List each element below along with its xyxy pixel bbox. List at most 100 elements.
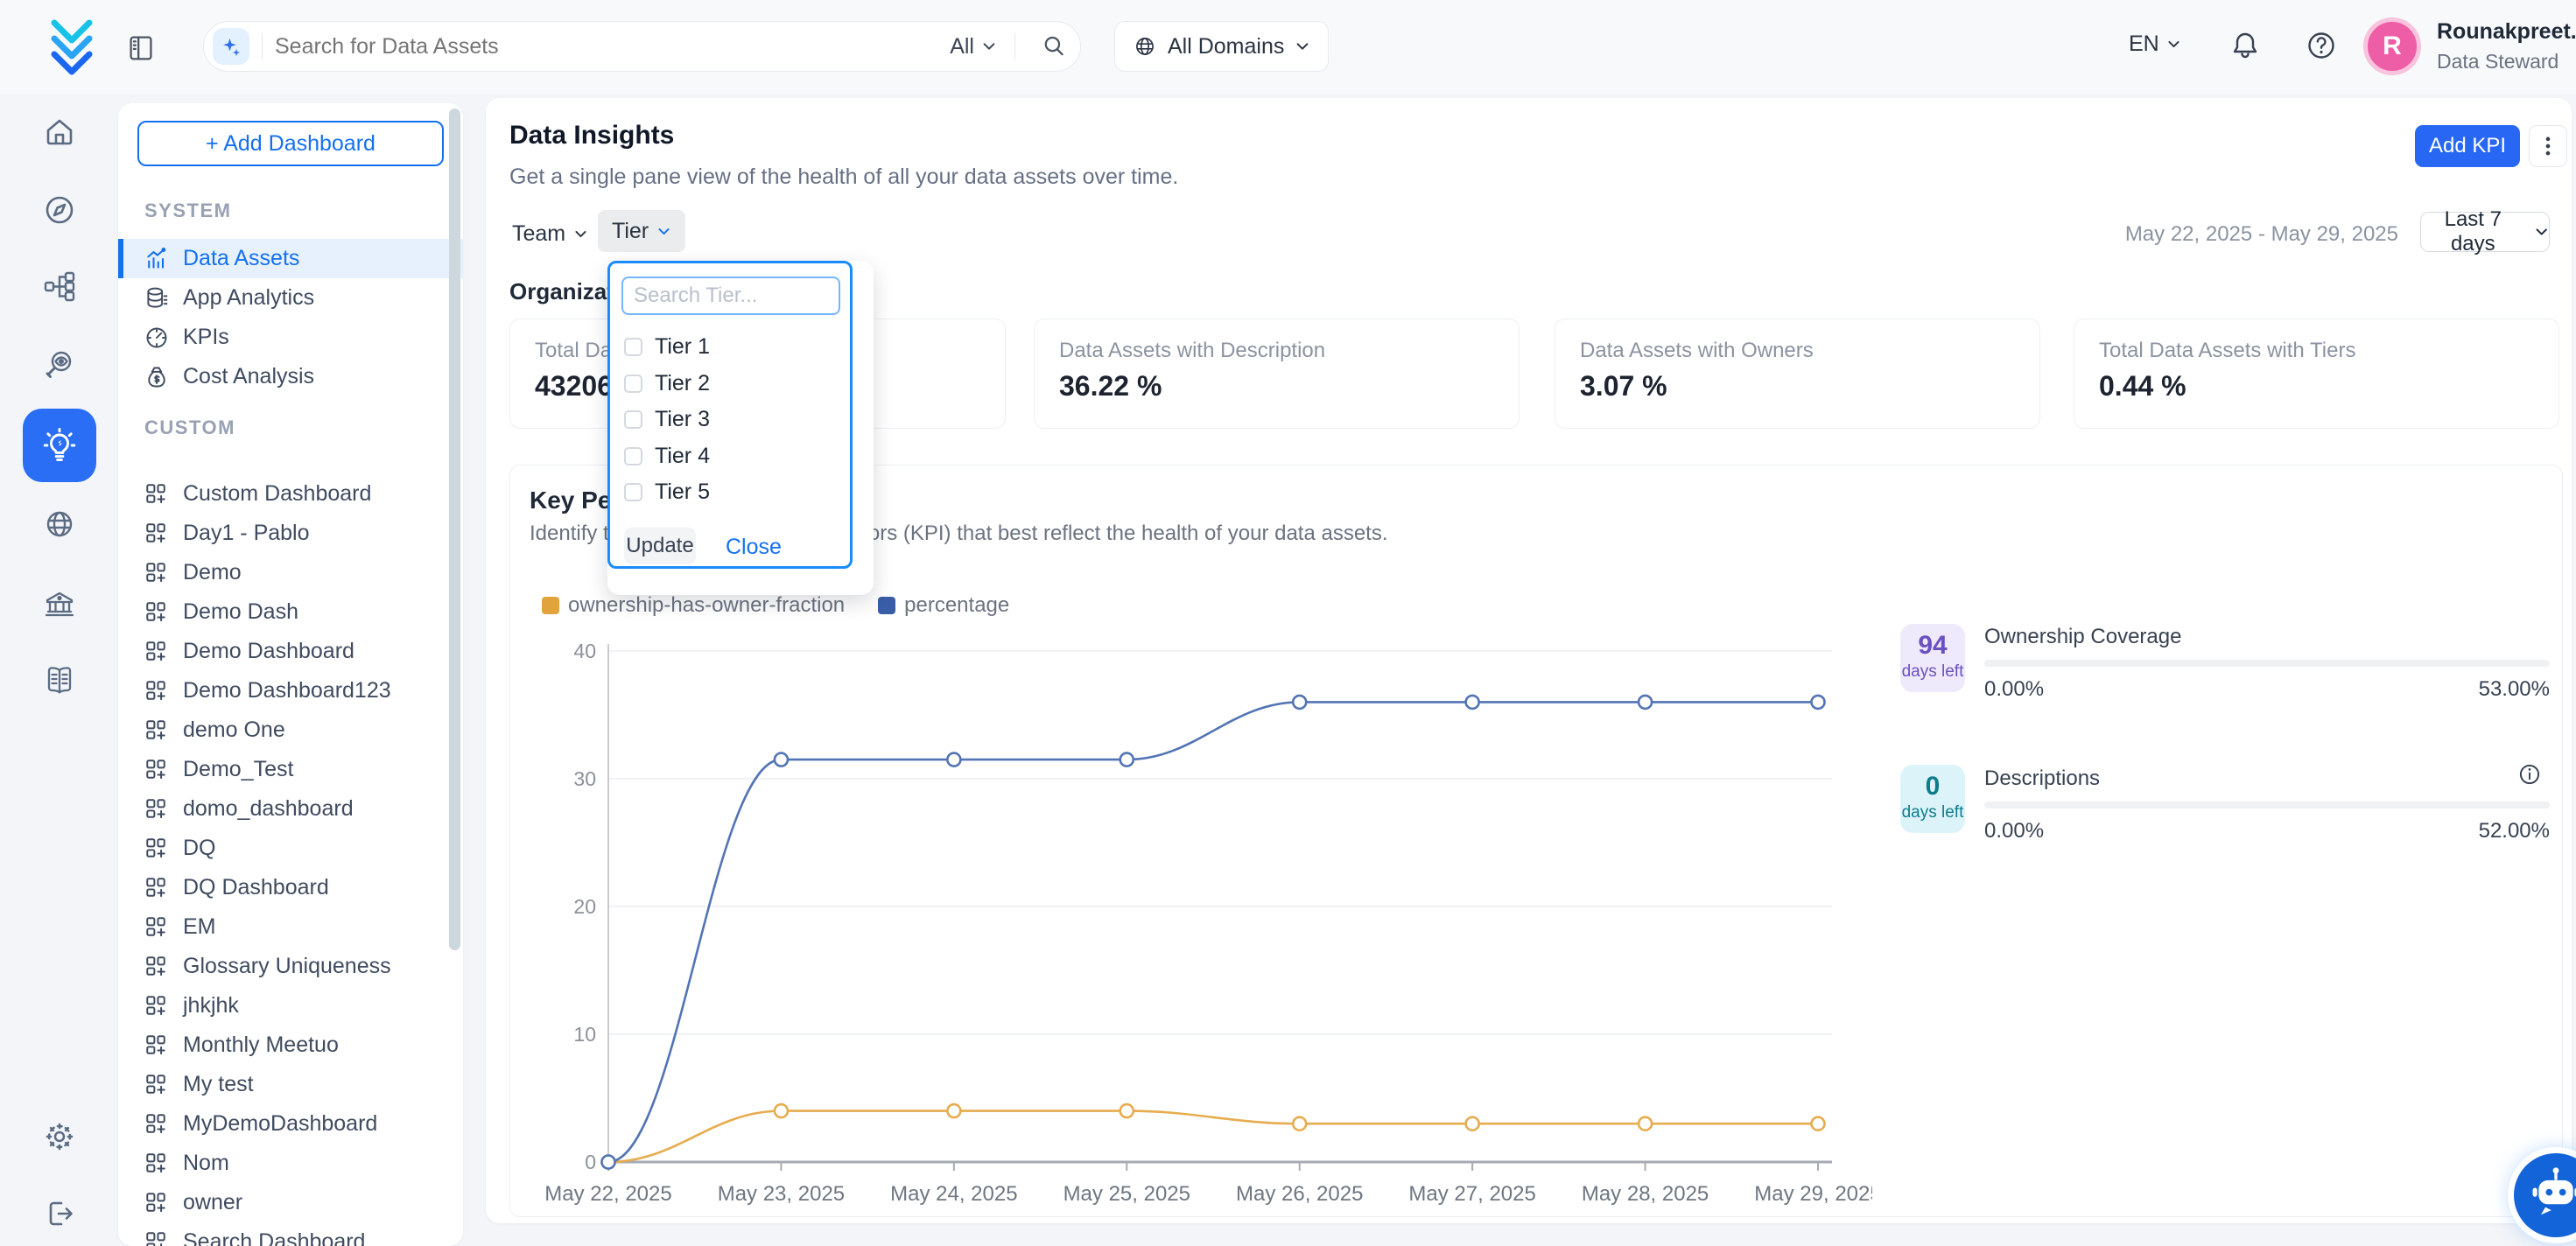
govern-bank-icon[interactable] [42,587,77,622]
add-kpi-button[interactable]: Add KPI [2415,125,2520,167]
svg-text:20: 20 [573,895,596,918]
checkbox[interactable] [624,337,642,356]
sidebar-item-em[interactable]: EM [118,907,463,947]
tier-option-2[interactable]: Tier 2 [624,368,710,398]
explore-compass-icon[interactable] [42,192,77,228]
tier-update-button[interactable]: Update [624,528,696,564]
legend-item-ownership[interactable]: ownership-has-owner-fraction [542,593,845,618]
lineage-icon[interactable] [42,270,77,304]
sidebar-item-label: Demo Dashboard [183,639,354,663]
sidebar-item-custom-dashboard[interactable]: Custom Dashboard [118,474,463,514]
sidebar-item-my-test[interactable]: My test [118,1065,463,1104]
app-logo-icon[interactable] [39,14,105,80]
notifications-bell-icon[interactable] [2228,28,2266,66]
sidebar-item-demo[interactable]: Demo [118,553,463,592]
user-meta[interactable]: Rounakpreet.d Data Steward [2437,19,2576,74]
sidebar-item-nom[interactable]: Nom [118,1144,463,1183]
sidebar-item-jhkjhk[interactable]: jhkjhk [118,986,463,1026]
glossary-book-icon[interactable] [42,662,77,697]
all-domains-dropdown[interactable]: All Domains [1114,21,1330,72]
tier-close-link[interactable]: Close [726,535,782,559]
tier-search-input[interactable] [621,276,840,315]
sidebar-item-label: Demo_Test [183,757,294,781]
sidebar-item-domo-dashboard[interactable]: domo_dashboard [118,789,463,829]
ai-sparkle-icon[interactable] [213,28,249,65]
progress-start-ownership: 0.00% [1984,677,2045,701]
sidebar-item-demo-dash[interactable]: Demo Dash [118,592,463,632]
search-scope-dropdown[interactable]: All [944,34,1002,60]
more-options-button[interactable] [2529,125,2567,167]
money-bag-icon [144,365,169,389]
sidebar-item-day1-pablo[interactable]: Day1 - Pablo [118,514,463,553]
sidebar-scrollbar-thumb[interactable] [449,108,460,950]
checkbox[interactable] [624,410,642,429]
logout-icon[interactable] [42,1196,77,1231]
sidebar-item-data-assets[interactable]: Data Assets [118,239,463,278]
observability-icon[interactable] [42,347,77,382]
svg-text:May 25, 2025: May 25, 2025 [1063,1182,1190,1206]
sidebar-item-mydemodashboard[interactable]: MyDemoDashboard [118,1104,463,1144]
tier-option-5[interactable]: Tier 5 [624,477,710,507]
days-left-value: 0 [1925,772,1941,801]
chat-assistant-button[interactable] [2514,1153,2576,1237]
search-input[interactable] [275,33,945,60]
tier-option-4[interactable]: Tier 4 [624,441,710,471]
settings-gear-icon[interactable] [42,1119,77,1154]
data-insights-panel: Data Insights Get a single pane view of … [486,98,2572,1223]
add-dashboard-button[interactable]: + Add Dashboard [137,121,444,166]
sidebar-item-dq-dashboard[interactable]: DQ Dashboard [118,868,463,907]
days-left-badge-ownership: 94 days left [1900,624,1965,692]
legend-item-percentage[interactable]: percentage [878,593,1009,618]
sidebar-item-label: DQ Dashboard [183,875,329,900]
sidebar-item-search-dashboard[interactable]: Search Dashboard [118,1222,463,1246]
sidebar-item-label: App Analytics [183,285,315,310]
top-bar: All All Domains EN R Rounakpreet.d Data … [0,0,2576,94]
help-icon[interactable] [2304,28,2342,66]
database-icon [144,286,169,311]
chevron-down-icon [1295,38,1310,54]
sidebar-item-label: owner [183,1190,243,1214]
tier-filter-dropdown[interactable]: Tier [598,210,686,252]
info-icon[interactable] [2516,761,2543,788]
sidebar-item-demo-dashboard123[interactable]: Demo Dashboard123 [118,671,463,710]
checkbox[interactable] [624,374,642,393]
dashboard-icon [144,836,169,861]
kpi-card-tiers: Total Data Assets with Tiers 0.44 % [2074,318,2559,429]
dashboard-icon [144,994,169,1018]
days-left-badge-descriptions: 0 days left [1900,765,1965,833]
search-icon[interactable] [1028,32,1080,60]
kpi-card-owners: Data Assets with Owners 3.07 % [1555,318,2040,429]
sidebar-item-demo-one[interactable]: demo One [118,710,463,750]
dashboard-icon [144,1230,169,1246]
globe-icon [1133,34,1157,59]
sidebar-item-label: MyDemoDashboard [183,1111,378,1136]
sidebar-item-label: domo_dashboard [183,796,354,821]
sidebar-item-label: Nom [183,1151,229,1175]
sidebar-item-monthly-meetuo[interactable]: Monthly Meetuo [118,1026,463,1065]
domains-globe-icon[interactable] [42,507,77,542]
sidebar-item-demo-dashboard[interactable]: Demo Dashboard [118,632,463,671]
sidebar-item-app-analytics[interactable]: App Analytics [118,278,463,318]
sidebar-item-owner[interactable]: owner [118,1183,463,1222]
home-icon[interactable] [42,114,77,149]
tier-option-3[interactable]: Tier 3 [624,404,710,434]
progress-start-descriptions: 0.00% [1984,819,2045,843]
sidebar-item-dq[interactable]: DQ [118,829,463,868]
checkbox[interactable] [624,482,642,501]
team-filter-dropdown[interactable]: Team [512,215,588,252]
sidebar-toggle-icon[interactable] [124,32,158,65]
language-dropdown[interactable]: EN [2129,32,2181,57]
user-avatar[interactable]: R [2363,18,2421,75]
sidebar-item-demo-test[interactable]: Demo_Test [118,750,463,789]
time-range-button[interactable]: Last 7 days [2420,207,2550,256]
svg-text:May 27, 2025: May 27, 2025 [1408,1182,1535,1206]
checkbox[interactable] [624,446,642,466]
tier-option-1[interactable]: Tier 1 [624,332,710,361]
sidebar-item-kpis[interactable]: KPIs [118,318,463,357]
bar-chart-icon [144,247,169,271]
sidebar-item-cost-analysis[interactable]: Cost Analysis [118,357,463,396]
sidebar-item-glossary-uniqueness[interactable]: Glossary Uniqueness [118,947,463,986]
insights-active-tile[interactable] [23,409,96,482]
sidebar-item-label: Demo Dash [183,599,298,624]
kpi-line-chart: 0 10 20 30 40 May 22, 2025 May 23, 2025 May 24,… [544,640,1872,1206]
